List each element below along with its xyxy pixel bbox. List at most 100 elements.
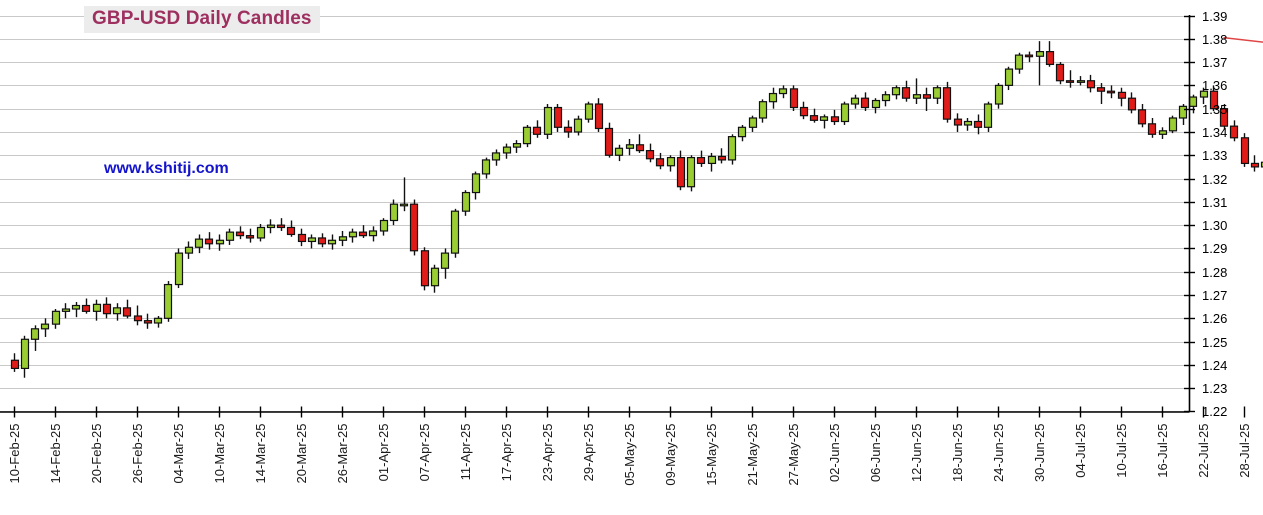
candle-body	[440, 252, 450, 269]
y-axis-tick-label: 1.24	[1202, 358, 1227, 373]
candle-body	[1004, 68, 1014, 86]
candle	[881, 91, 891, 107]
candle-body	[204, 238, 214, 245]
y-axis-tick-label: 1.34	[1202, 125, 1227, 140]
candle-body	[1260, 161, 1263, 168]
x-axis-tick-label: 21-May-25	[745, 424, 760, 486]
candle	[266, 219, 276, 234]
candle-body	[481, 159, 491, 175]
candle	[235, 226, 245, 240]
candle	[317, 233, 327, 248]
candle-body	[1240, 137, 1250, 165]
candle	[840, 101, 850, 125]
candle-body	[860, 97, 870, 109]
candle-body	[1076, 80, 1086, 83]
candle	[1188, 94, 1198, 114]
candle-body	[563, 126, 573, 133]
candle-body	[133, 315, 143, 322]
candle-body	[727, 136, 737, 161]
candle	[440, 248, 450, 279]
candle	[256, 223, 266, 242]
candle	[430, 264, 440, 293]
candle	[676, 150, 686, 191]
candle-body	[696, 156, 706, 165]
chart-title: GBP-USD Daily Candles	[84, 6, 320, 33]
y-axis-tick-labels: 1.39 1.38 1.37 1.36 1.35 1.34 1.33 1.32 1.31 1.30…	[1202, 9, 1227, 419]
candle-body	[40, 323, 50, 330]
candle-body	[717, 155, 727, 161]
x-axis-tick-label: 16-Jul-25	[1155, 424, 1170, 478]
candle	[912, 78, 922, 105]
candle-body	[102, 303, 112, 315]
candle-body	[645, 150, 655, 160]
candle	[973, 114, 983, 135]
candle	[1106, 85, 1116, 99]
candle	[1076, 76, 1086, 86]
y-axis-tick-label: 1.33	[1202, 148, 1227, 163]
candle-body	[871, 99, 881, 109]
candle	[450, 208, 460, 258]
candle	[420, 247, 430, 291]
candle-body	[604, 127, 614, 156]
candle-body	[368, 230, 378, 237]
candle-body	[1106, 90, 1116, 94]
candle	[891, 85, 901, 100]
candle-body	[799, 106, 809, 117]
candle-body	[748, 117, 758, 128]
candle	[1168, 115, 1178, 134]
candle	[327, 234, 337, 250]
x-axis	[0, 406, 1246, 418]
candle-body	[778, 88, 788, 95]
candle-body	[51, 310, 61, 325]
candle	[112, 303, 122, 321]
y-axis-tick-label: 1.23	[1202, 381, 1227, 396]
candle-body	[471, 173, 481, 194]
candle	[61, 303, 71, 319]
candle-body	[614, 147, 624, 156]
candle-body	[10, 359, 20, 370]
candle-body	[737, 126, 747, 138]
candle	[51, 309, 61, 329]
candle-body	[809, 115, 819, 121]
x-axis-tick-label: 02-Jun-25	[827, 424, 842, 483]
candle	[748, 115, 758, 132]
candle	[1117, 87, 1127, 107]
candle-body	[225, 231, 235, 241]
candle	[789, 85, 799, 112]
candle-body	[235, 231, 245, 237]
candle	[368, 226, 378, 242]
candle-body	[1188, 96, 1198, 107]
x-axis-tick-label: 20-Feb-25	[89, 424, 104, 484]
candle	[502, 143, 512, 159]
candle	[696, 150, 706, 167]
candle	[522, 124, 532, 148]
candle-body	[1250, 162, 1260, 168]
candle-body	[399, 203, 409, 207]
candle-body	[676, 156, 686, 188]
candle	[143, 313, 153, 329]
candle	[809, 108, 819, 123]
candle-body	[1045, 51, 1055, 66]
candle-body	[553, 106, 563, 128]
candle	[963, 117, 973, 131]
candle-body	[573, 118, 583, 133]
candle	[491, 149, 501, 166]
candle	[778, 85, 788, 99]
candle	[20, 335, 30, 378]
candles-group	[10, 41, 1263, 378]
x-axis-tick-label: 15-May-25	[704, 424, 719, 486]
candle	[573, 115, 583, 136]
candle-body	[686, 156, 696, 188]
candle	[379, 218, 389, 236]
candle	[686, 155, 696, 192]
candle	[942, 81, 952, 123]
candle	[245, 228, 255, 243]
candle	[983, 101, 993, 132]
candle	[81, 298, 91, 314]
candle	[553, 104, 563, 132]
candle-body	[707, 155, 717, 165]
candle-body	[532, 126, 542, 135]
candle	[1199, 87, 1209, 105]
candle	[799, 101, 809, 120]
